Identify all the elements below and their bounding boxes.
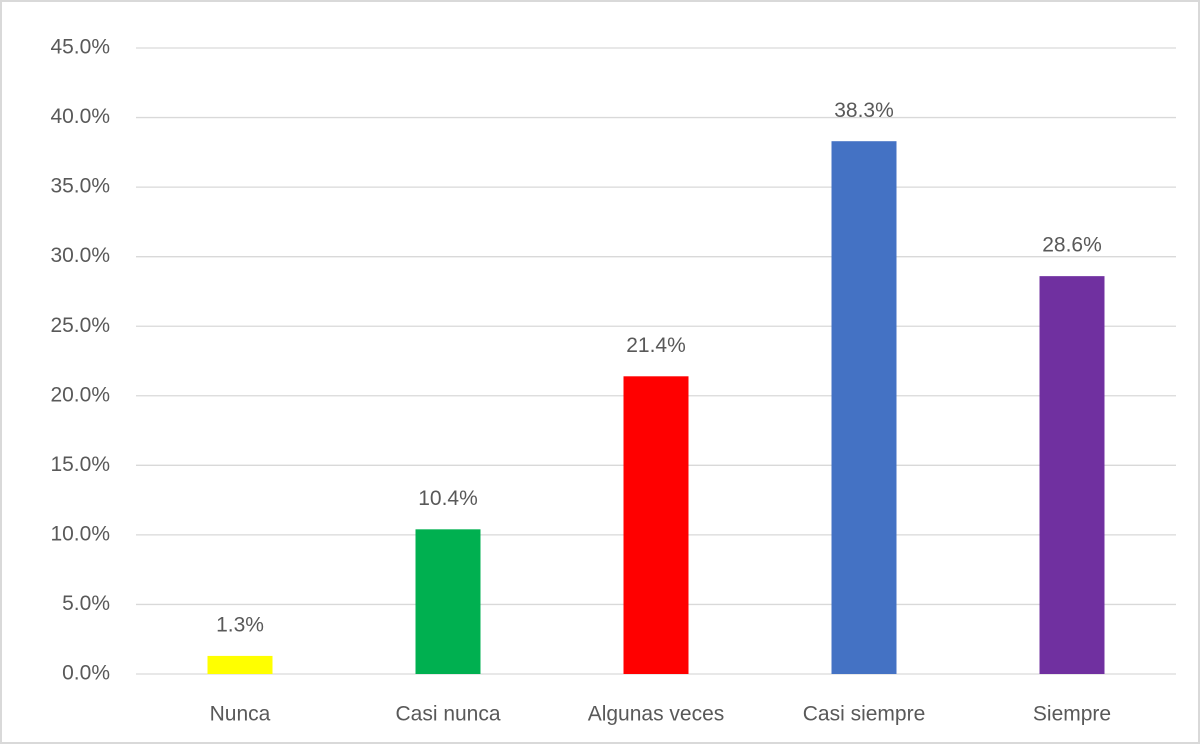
data-label: 21.4% xyxy=(626,334,686,357)
bar xyxy=(415,529,481,674)
x-tick-label: Algunas veces xyxy=(588,703,725,726)
y-tick-label: 25.0% xyxy=(50,314,110,337)
y-tick-label: 15.0% xyxy=(50,453,110,476)
x-tick-label: Siempre xyxy=(1033,703,1111,726)
data-label: 1.3% xyxy=(216,613,264,636)
data-label: 38.3% xyxy=(834,99,894,122)
x-tick-label: Casi nunca xyxy=(395,703,500,726)
bar xyxy=(207,655,273,674)
bar xyxy=(1039,276,1105,674)
data-label: 10.4% xyxy=(418,487,478,510)
data-label: 28.6% xyxy=(1042,234,1102,257)
y-tick-label: 5.0% xyxy=(62,592,110,615)
y-tick-label: 30.0% xyxy=(50,244,110,267)
y-tick-label: 20.0% xyxy=(50,383,110,406)
y-tick-label: 35.0% xyxy=(50,175,110,198)
y-tick-label: 45.0% xyxy=(50,36,110,59)
x-tick-label: Casi siempre xyxy=(803,703,926,726)
bar xyxy=(831,141,897,674)
bar xyxy=(623,376,689,674)
x-tick-label: Nunca xyxy=(210,703,271,726)
y-tick-label: 40.0% xyxy=(50,105,110,128)
y-tick-label: 0.0% xyxy=(62,662,110,685)
y-tick-label: 10.0% xyxy=(50,522,110,545)
